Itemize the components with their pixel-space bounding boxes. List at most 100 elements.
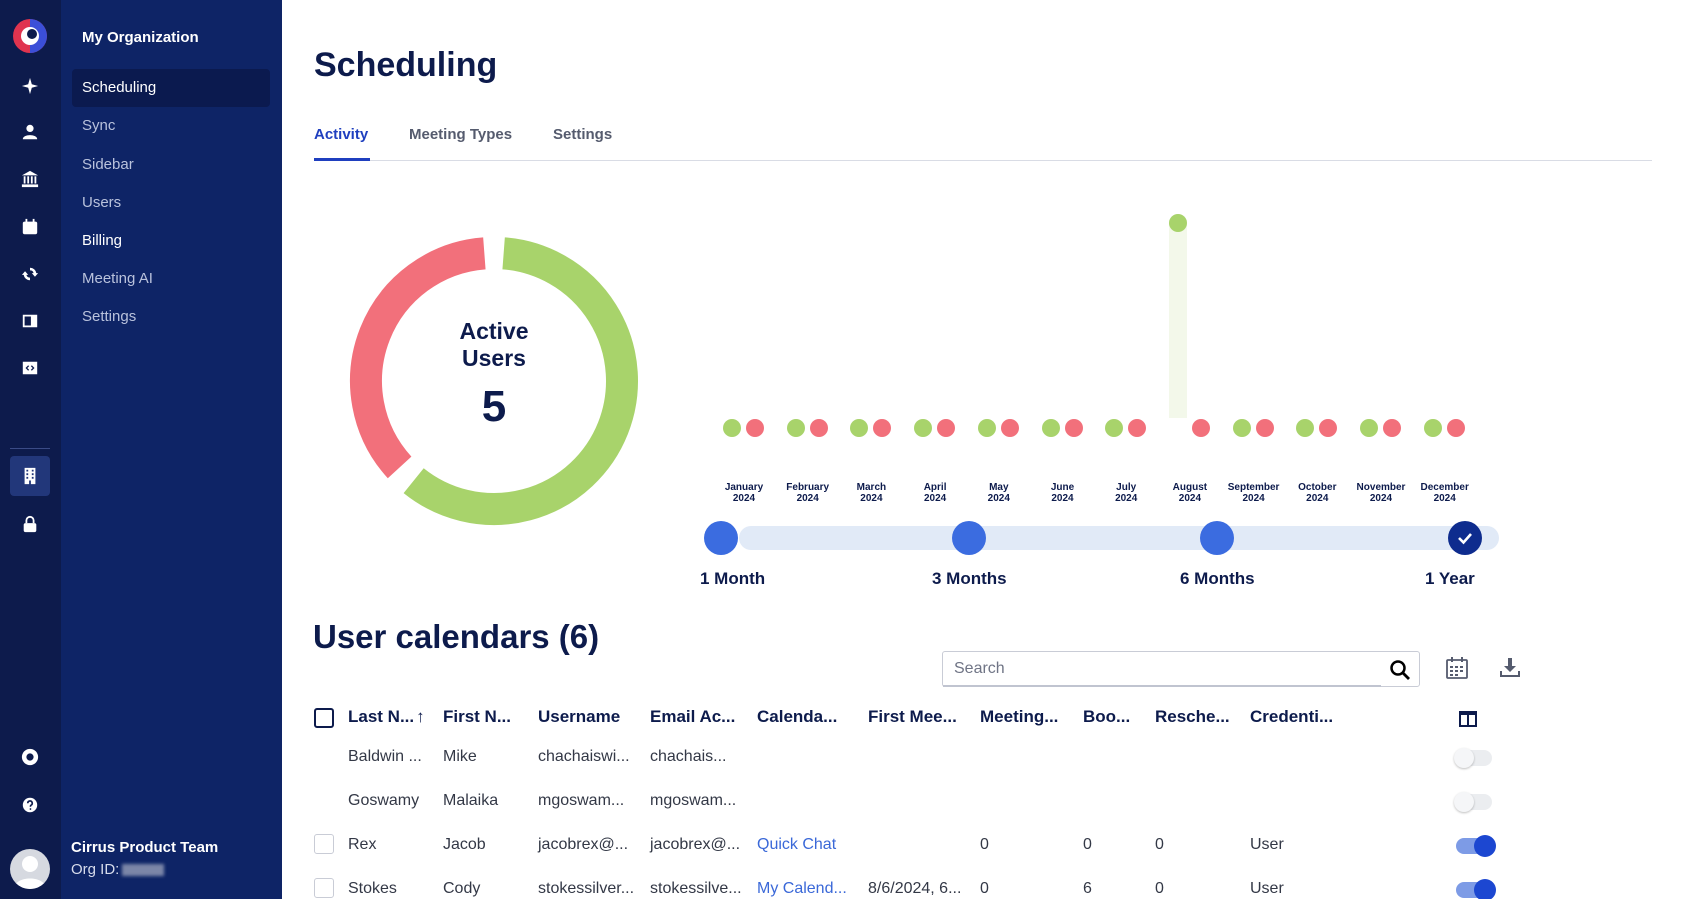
row-checkbox[interactable] — [314, 878, 334, 898]
calendar-filter-icon[interactable] — [1445, 656, 1469, 680]
tab-meeting-types[interactable]: Meeting Types — [409, 126, 513, 143]
month-label: March 2024 — [836, 482, 906, 504]
month-year: 2024 — [1242, 493, 1265, 504]
help-icon[interactable] — [14, 789, 46, 821]
inactive-user-dot[interactable] — [1319, 419, 1338, 437]
range-label[interactable]: 1 Year — [1425, 569, 1475, 588]
row-enabled-toggle[interactable] — [1456, 835, 1496, 857]
columns-icon[interactable] — [1459, 710, 1477, 728]
user-icon[interactable] — [14, 116, 46, 148]
month-name: December — [1420, 482, 1469, 493]
nav-item-settings[interactable]: Settings — [82, 308, 137, 325]
range-slider-track[interactable] — [739, 526, 1499, 550]
nav-item-users[interactable]: Users — [82, 194, 122, 211]
active-user-dot[interactable] — [850, 419, 869, 437]
download-icon[interactable] — [1498, 656, 1522, 680]
col-credential[interactable]: Credenti... — [1250, 707, 1334, 726]
col-first-name[interactable]: First N... — [443, 707, 512, 726]
active-user-dot[interactable] — [914, 419, 933, 437]
inactive-user-dot[interactable] — [809, 419, 828, 437]
col-first-meeting[interactable]: First Mee... — [868, 707, 957, 726]
col-last-name-label: Last N... — [348, 707, 415, 726]
range-label[interactable]: 1 Month — [700, 569, 766, 588]
active-user-dot[interactable] — [977, 419, 996, 437]
month-label: January 2024 — [709, 482, 779, 504]
active-user-dot[interactable] — [1423, 419, 1442, 437]
inactive-user-dot[interactable] — [873, 419, 892, 437]
col-email[interactable]: Email Ac... — [650, 707, 736, 726]
inactive-user-dot[interactable] — [1383, 419, 1401, 437]
inactive-user-dot[interactable] — [937, 419, 956, 437]
active-user-dot[interactable] — [1105, 419, 1124, 437]
nav-item-sidebar[interactable]: Sidebar — [82, 156, 134, 173]
logo-icon[interactable] — [12, 18, 48, 54]
nav-item-meeting-ai[interactable]: Meeting AI — [82, 270, 153, 287]
donut-segment-inactive — [350, 237, 486, 479]
inactive-user-dot[interactable] — [1255, 419, 1274, 437]
active-user-dot[interactable] — [1232, 419, 1251, 437]
lock-icon[interactable] — [14, 508, 46, 540]
active-user-dot[interactable] — [1041, 419, 1060, 437]
month-label: February 2024 — [773, 482, 843, 504]
inactive-user-dot[interactable] — [746, 419, 764, 437]
team-name: Cirrus Product Team — [71, 839, 219, 856]
tab-settings[interactable]: Settings — [553, 126, 613, 143]
inactive-user-dot[interactable] — [1191, 419, 1210, 437]
col-meetings[interactable]: Meeting... — [980, 707, 1059, 726]
col-last-name[interactable]: Last N... ↑ — [348, 707, 425, 727]
active-user-dot[interactable] — [1360, 419, 1378, 437]
range-knob-6-months[interactable] — [1200, 521, 1234, 555]
sparkle-icon[interactable] — [14, 70, 46, 102]
nav-item-scheduling[interactable]: Scheduling — [72, 69, 270, 107]
active-user-dot[interactable] — [1296, 419, 1315, 437]
org-name: My Organization — [82, 29, 199, 46]
col-rescheduled[interactable]: Resche... — [1155, 707, 1230, 726]
lifebuoy-icon[interactable] — [14, 741, 46, 773]
range-knob-1-month[interactable] — [704, 521, 738, 555]
col-calendar[interactable]: Calenda... — [757, 707, 838, 726]
search-icon[interactable] — [1389, 659, 1411, 681]
range-label[interactable]: 3 Months — [932, 569, 1007, 588]
avatar[interactable] — [10, 849, 50, 889]
range-knob-3-months[interactable] — [952, 521, 986, 555]
cell-last: Baldwin ... — [348, 748, 422, 765]
cell-calendar[interactable]: Quick Chat — [757, 836, 837, 853]
active-user-dot[interactable] — [1168, 214, 1187, 232]
search-input[interactable] — [943, 652, 1373, 686]
inactive-user-dot[interactable] — [1128, 419, 1147, 437]
tab-activity[interactable]: Activity — [314, 126, 369, 143]
sync-icon[interactable] — [14, 258, 46, 290]
nav-item-billing[interactable]: Billing — [82, 232, 123, 249]
nav-item-sync[interactable]: Sync — [82, 117, 116, 134]
active-users-count: 5 — [481, 382, 507, 431]
col-username[interactable]: Username — [538, 707, 621, 726]
code-icon[interactable] — [14, 352, 46, 384]
bank-icon[interactable] — [14, 163, 46, 195]
month-year: 2024 — [1051, 493, 1074, 504]
cell-first-meeting: 8/6/2024, 6... — [868, 880, 962, 897]
inactive-user-dot[interactable] — [1446, 419, 1465, 437]
inactive-user-dot[interactable] — [1064, 419, 1083, 437]
month-name: January — [724, 482, 764, 493]
range-knob-1-year[interactable] — [1448, 521, 1482, 555]
col-booked[interactable]: Boo... — [1083, 707, 1131, 726]
org-id: Org ID: — [71, 861, 165, 878]
toggle-knob — [1454, 792, 1474, 812]
select-all-checkbox[interactable] — [314, 708, 334, 728]
active-user-dot[interactable] — [723, 419, 741, 437]
toggle-knob — [1474, 879, 1496, 899]
row-checkbox[interactable] — [314, 834, 334, 854]
cell-booked: 6 — [1083, 880, 1092, 897]
active-user-dot[interactable] — [786, 419, 805, 437]
range-label[interactable]: 6 Months — [1180, 569, 1255, 588]
cell-calendar[interactable]: My Calend... — [757, 880, 847, 897]
calendar-icon[interactable] — [14, 211, 46, 243]
month-year: 2024 — [860, 493, 883, 504]
row-enabled-toggle[interactable] — [1456, 879, 1496, 899]
row-enabled-toggle[interactable] — [1454, 792, 1492, 812]
inactive-user-dot[interactable] — [1000, 419, 1019, 437]
row-enabled-toggle[interactable] — [1454, 748, 1492, 768]
building-icon[interactable] — [10, 456, 50, 496]
tab-active-indicator — [314, 158, 370, 161]
sidebar-icon[interactable] — [14, 305, 46, 337]
